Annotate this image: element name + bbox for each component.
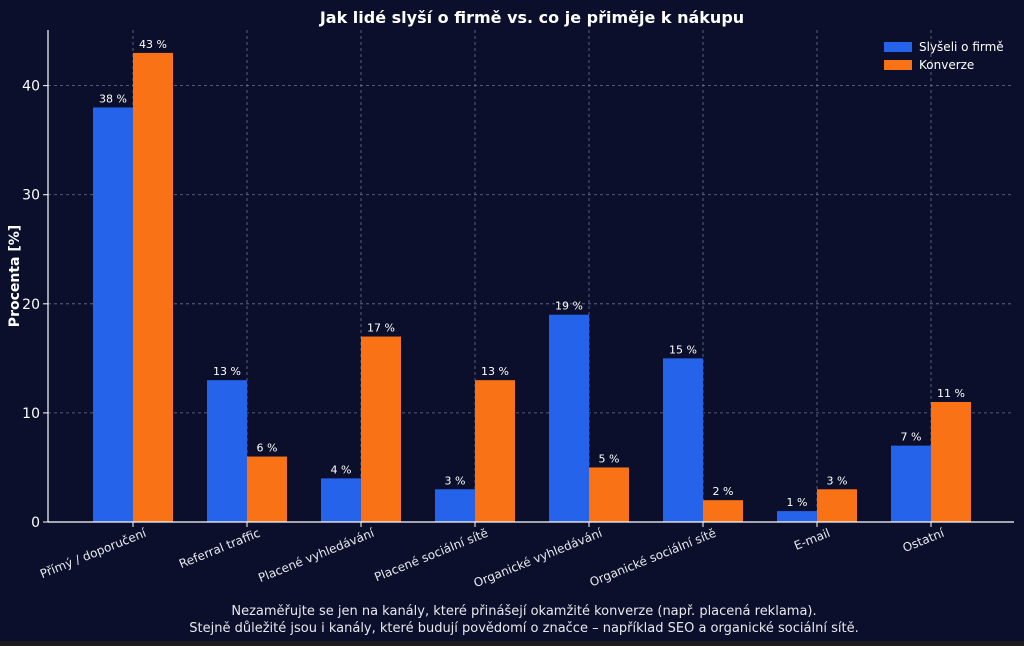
bar-heard	[93, 107, 133, 523]
data-label: 6 %	[257, 442, 278, 455]
bar-conversion	[247, 456, 287, 522]
y-tick-label: 30	[22, 188, 40, 204]
data-label: 17 %	[367, 322, 395, 335]
footnote-line-2: Stejně důležité jsou i kanály, které bud…	[189, 621, 858, 636]
data-label: 38 %	[99, 92, 127, 105]
bar-conversion	[703, 500, 743, 522]
data-label: 13 %	[213, 365, 241, 378]
legend-swatch-heard	[884, 42, 912, 52]
data-label: 11 %	[937, 387, 965, 400]
legend-label-conversion: Konverze	[919, 58, 974, 72]
data-label: 43 %	[139, 38, 167, 51]
bar-heard	[435, 489, 475, 522]
bar-heard	[891, 445, 931, 522]
bar-conversion	[361, 336, 401, 522]
bar-heard	[321, 478, 361, 522]
data-label: 13 %	[481, 365, 509, 378]
y-tick-label: 0	[31, 515, 40, 531]
data-label: 4 %	[331, 463, 352, 476]
bar-heard	[207, 380, 247, 522]
data-label: 5 %	[599, 452, 620, 465]
legend-swatch-conversion	[884, 60, 912, 70]
bar-heard	[663, 358, 703, 522]
data-label: 15 %	[669, 343, 697, 356]
data-label: 19 %	[555, 300, 583, 313]
bar-conversion	[931, 402, 971, 522]
bar-heard	[549, 314, 589, 522]
legend-label-heard: Slyšeli o firmě	[919, 40, 1004, 54]
y-axis-label: Procenta [%]	[7, 225, 23, 327]
bar-conversion	[589, 467, 629, 522]
y-tick-label: 20	[22, 297, 40, 313]
data-label: 7 %	[901, 431, 922, 444]
y-tick-label: 10	[22, 406, 40, 422]
bar-heard	[777, 511, 817, 522]
data-label: 2 %	[713, 485, 734, 498]
y-tick-label: 40	[22, 79, 40, 95]
footnote-line-1: Nezaměřujte se jen na kanály, které přin…	[231, 604, 816, 619]
bar-conversion	[133, 52, 173, 523]
legend: Slyšeli o firmě Konverze	[884, 40, 1004, 72]
bar-conversion	[817, 489, 857, 522]
bar-conversion	[475, 380, 515, 522]
chart-title: Jak lidé slyší o firmě vs. co je přiměje…	[319, 8, 744, 27]
data-label: 1 %	[787, 496, 808, 509]
data-label: 3 %	[827, 474, 848, 487]
data-label: 3 %	[445, 474, 466, 487]
